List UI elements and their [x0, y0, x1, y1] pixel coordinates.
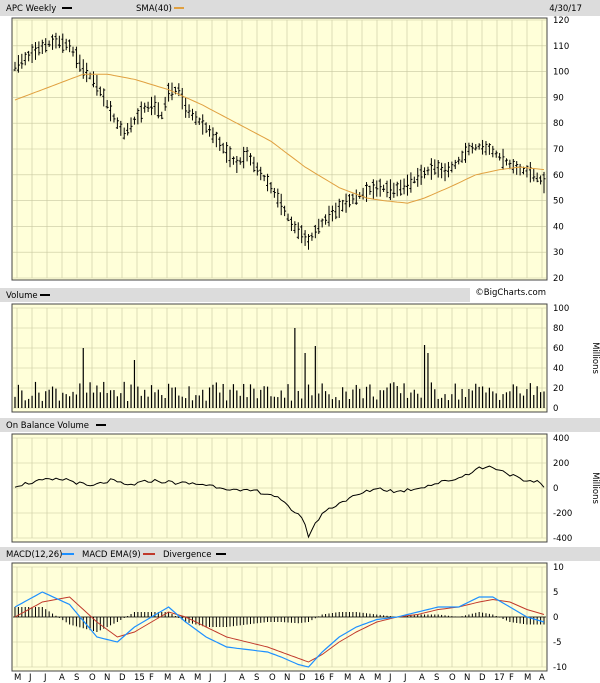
volume-bars — [14, 328, 545, 408]
ticker-label: APC Weekly — [6, 4, 56, 14]
obv-tick-label: -200 — [553, 509, 572, 519]
x-axis-label: M — [374, 673, 381, 683]
x-axis-label: N — [464, 673, 470, 683]
price-tick-label: 30 — [553, 248, 564, 258]
x-axis-label: 15 — [134, 673, 145, 683]
macd-y-axis: -10 -5 0 5 10 — [553, 563, 567, 673]
obv-tick-label: 200 — [553, 459, 569, 469]
macd-header-bar — [0, 547, 600, 561]
price-tick-label: 60 — [553, 171, 564, 181]
x-axis-label: D — [299, 673, 306, 683]
obv-grid — [13, 437, 546, 539]
x-axis-label: M — [14, 673, 21, 683]
price-tick-label: 100 — [553, 68, 569, 78]
volume-tick-label: 0 — [553, 404, 558, 414]
x-axis-label: A — [239, 673, 245, 683]
macd-panel: MACD(12,26) MACD EMA(9) Divergence -10 -5… — [0, 547, 600, 683]
price-tick-label: 80 — [553, 119, 564, 129]
price-bars — [13, 32, 546, 250]
price-panel: APC Weekly SMA(40) 4/30/17 20 30 40 50 60 70 8… — [0, 0, 600, 298]
x-axis-label: A — [419, 673, 425, 683]
x-axis-label: J — [208, 673, 212, 683]
x-axis-label: J — [403, 673, 407, 683]
sma-label: SMA(40) — [136, 4, 172, 14]
x-axis-label: 17 — [494, 673, 505, 683]
x-axis-label: A — [59, 673, 65, 683]
divergence-label: Divergence — [163, 550, 211, 560]
volume-tick-label: 60 — [553, 344, 564, 354]
x-axis-label: N — [104, 673, 110, 683]
x-axis-label: S — [254, 673, 259, 683]
x-axis-label: F — [509, 673, 514, 683]
obv-line — [14, 465, 545, 539]
x-axis-labels: M J J A S O N D 15 F M A M J J A S O N D 16 F M A M J J A S O N D 17 F M A — [14, 673, 545, 683]
macd-tick-label: -5 — [553, 638, 561, 648]
x-axis-label: A — [539, 673, 545, 683]
x-axis-label: M — [524, 673, 531, 683]
x-axis-label: F — [329, 673, 334, 683]
x-axis-label: A — [359, 673, 365, 683]
x-axis-label: M — [194, 673, 201, 683]
volume-tick-label: 100 — [553, 304, 569, 314]
price-tick-label: 120 — [553, 16, 569, 26]
volume-header-bar — [0, 288, 470, 302]
macd-line — [14, 591, 545, 668]
obv-header-bar — [0, 418, 600, 432]
volume-tick-label: 40 — [553, 364, 564, 374]
obv-tick-label: 0 — [553, 484, 558, 494]
x-axis-label: F — [149, 673, 154, 683]
obv-unit-label: Millions — [590, 472, 600, 504]
macd-tick-label: 0 — [553, 613, 558, 623]
sma-line — [14, 73, 545, 204]
x-axis-label: S — [74, 673, 79, 683]
x-axis-label: O — [89, 673, 96, 683]
x-axis-label: A — [179, 673, 185, 683]
macd-tick-label: 5 — [553, 588, 558, 598]
x-axis-label: M — [344, 673, 351, 683]
x-axis-label: N — [284, 673, 290, 683]
date-label: 4/30/17 — [549, 4, 582, 14]
price-tick-label: 90 — [553, 93, 564, 103]
x-axis-label: O — [449, 673, 456, 683]
x-axis-label: S — [434, 673, 439, 683]
watermark: ©BigCharts.com — [475, 288, 546, 298]
x-axis-label: J — [223, 673, 227, 683]
x-axis-label: 16 — [314, 673, 325, 683]
volume-tick-label: 20 — [553, 384, 564, 394]
macd-tick-label: -10 — [553, 663, 567, 673]
x-axis-label: D — [119, 673, 126, 683]
macd-label: MACD(12,26) — [6, 550, 62, 560]
volume-unit-label: Millions — [590, 342, 600, 374]
macd-ema-label: MACD EMA(9) — [82, 550, 141, 560]
obv-tick-label: -400 — [553, 534, 572, 544]
price-tick-label: 20 — [553, 274, 564, 284]
x-axis-label: M — [164, 673, 171, 683]
volume-label: Volume — [6, 291, 38, 301]
x-axis-label: J — [388, 673, 392, 683]
obv-y-axis: -400 -200 0 200 400 — [553, 434, 572, 544]
x-axis-label: J — [28, 673, 32, 683]
macd-tick-label: 10 — [553, 563, 564, 573]
price-tick-label: 70 — [553, 145, 564, 155]
divergence-histogram — [13, 607, 546, 632]
obv-label: On Balance Volume — [6, 421, 89, 431]
price-header-bar — [0, 0, 600, 16]
price-tick-label: 50 — [553, 197, 564, 207]
obv-panel: On Balance Volume -400 -200 0 200 400 Millio… — [0, 418, 600, 544]
obv-tick-label: 400 — [553, 434, 569, 444]
x-axis-label: J — [43, 673, 47, 683]
price-y-axis: 20 30 40 50 60 70 80 90 100 110 120 — [553, 16, 569, 284]
x-axis-label: O — [269, 673, 276, 683]
volume-y-axis: 0 20 40 60 80 100 — [553, 304, 569, 414]
volume-plot-area — [11, 303, 548, 413]
x-axis-label: D — [479, 673, 486, 683]
volume-tick-label: 80 — [553, 324, 564, 334]
volume-grid — [13, 307, 546, 409]
price-tick-label: 110 — [553, 42, 569, 52]
volume-panel: Volume 0 20 40 60 80 100 Millions — [0, 288, 600, 414]
price-tick-label: 40 — [553, 222, 564, 232]
